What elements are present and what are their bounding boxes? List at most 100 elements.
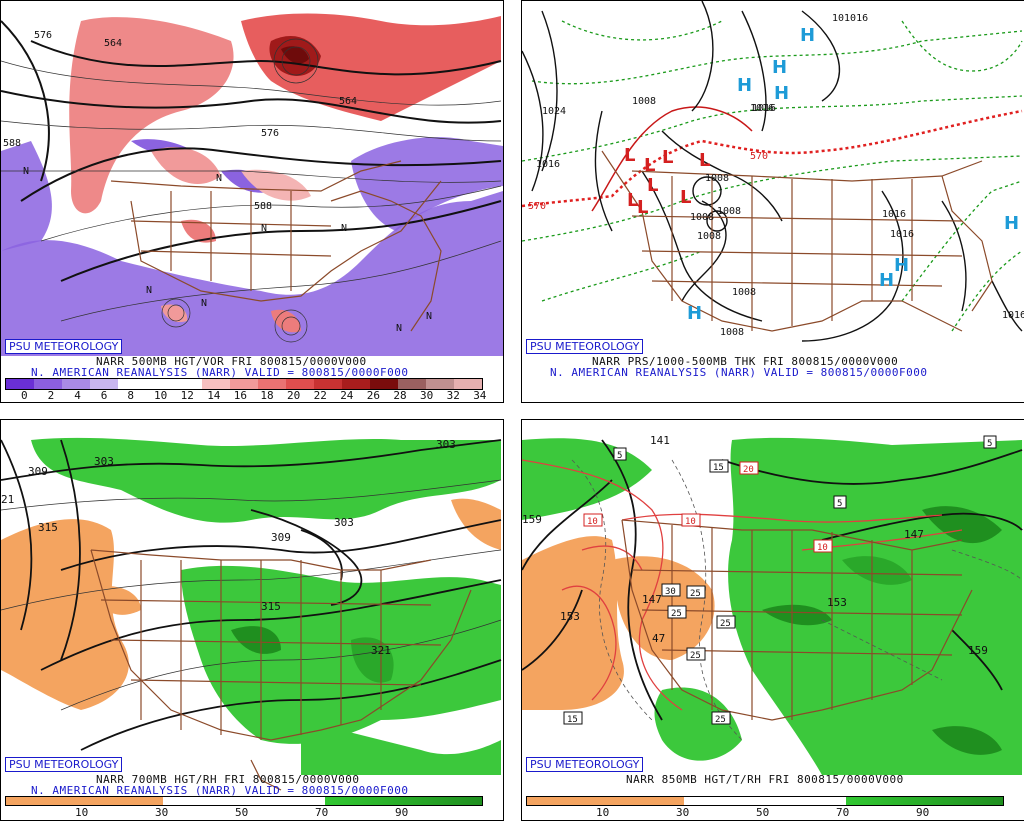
rh-colorbar	[5, 796, 483, 806]
panel-700mb-rh: 309 303 303 315 309 303 315 321 21 PSU M…	[0, 419, 504, 821]
svg-text:30: 30	[665, 587, 676, 597]
svg-text:10: 10	[817, 543, 828, 553]
colorbar-tick-label: 90	[395, 806, 409, 819]
colorbar-tick-label: 28	[393, 389, 407, 402]
isobar-label: 1008	[717, 206, 741, 217]
map-pressure: 1024 1016 1008 1016 1008 1008 1008 1008 …	[522, 1, 1024, 342]
colorbar-swatch	[370, 379, 398, 389]
panel-500mb-vorticity: 576 564 564 576 588 588 N N N N N N N N …	[0, 0, 504, 403]
map-700mb: 309 303 303 315 309 303 315 321 21	[1, 437, 502, 791]
low-pressure-marker: L	[680, 187, 691, 208]
colorbar-swatch	[62, 379, 90, 389]
caption-line1: NARR 500MB HGT/VOR FRI 800815/0000V000	[96, 355, 367, 368]
height-label: 315	[38, 521, 58, 534]
height-label: 147	[904, 528, 924, 541]
height-label: 47	[652, 632, 665, 645]
isobar-label: 1008	[705, 173, 729, 184]
temperature-box-label: 25	[716, 615, 736, 629]
colorbar-tick-label: 10	[596, 806, 610, 819]
colorbar-tick-label: 10	[75, 806, 89, 819]
colorbar-tick-label: 8	[127, 389, 135, 402]
colorbar-tick-label: 18	[260, 389, 274, 402]
height-label: 303	[94, 455, 114, 468]
colorbar-swatch	[342, 379, 370, 389]
colorbar-tick-label: 24	[340, 389, 354, 402]
vorticity-min-marker: N	[146, 285, 152, 296]
high-pressure-marker: H	[894, 255, 909, 276]
colorbar-swatch	[146, 379, 174, 389]
height-label: 321	[371, 644, 391, 657]
colorbar-tick-label: 70	[836, 806, 850, 819]
colorbar-tick-label: 32	[446, 389, 460, 402]
panel-pressure-thickness: 1024 1016 1008 1016 1008 1008 1008 1008 …	[521, 0, 1024, 403]
isobar-label: 1008	[690, 212, 714, 223]
rh-colorbar-ticks: 10 30 50 70 90	[526, 806, 1002, 819]
map-850mb: 141 159 153 147 153 159 147 47 5 15 5 5 30 25…	[522, 434, 1023, 775]
low-pressure-marker: L	[644, 155, 655, 176]
colorbar-swatch	[34, 379, 62, 389]
colorbar-tick-label: 16	[233, 389, 248, 402]
height-label: 303	[334, 516, 354, 529]
colorbar-swatch	[6, 379, 34, 389]
isobar-label: 1008	[720, 327, 744, 338]
caption-line2: N. AMERICAN REANALYSIS (NARR) VALID = 80…	[31, 366, 409, 379]
colorbar-tick-label: 4	[74, 389, 81, 402]
low-pressure-marker: L	[662, 147, 673, 168]
svg-text:5: 5	[837, 499, 842, 509]
colorbar-swatch	[286, 379, 314, 389]
vorticity-colorbar	[5, 378, 483, 390]
colorbar-tick-label: 50	[756, 806, 770, 819]
isobar-label: 1016	[536, 159, 560, 170]
colorbar-tick-label: 22	[313, 389, 327, 402]
high-pressure-marker: H	[800, 25, 815, 46]
psu-badge: PSU METEOROLOGY	[526, 339, 644, 354]
colorbar-tick-label: 2	[47, 389, 55, 402]
height-label: 159	[522, 513, 542, 526]
temperature-box-label: 10	[681, 513, 701, 527]
contour-label: 576	[34, 30, 52, 41]
caption-line2: N. AMERICAN REANALYSIS (NARR) VALID = 80…	[31, 784, 409, 797]
contour-label: 588	[254, 201, 272, 212]
colorbar-swatch	[314, 379, 342, 389]
vorticity-min-marker: N	[216, 173, 222, 184]
svg-text:25: 25	[720, 619, 731, 629]
height-label: 153	[827, 596, 847, 609]
colorbar-tick-label: 20	[287, 389, 301, 402]
thickness-label: 570	[750, 151, 768, 162]
svg-text:25: 25	[715, 715, 726, 725]
temperature-box-label: 25	[711, 711, 731, 725]
colorbar-tick-label: 90	[916, 806, 930, 819]
colorbar-swatch	[202, 379, 230, 389]
colorbar-tick-label: 26	[366, 389, 381, 402]
contour-label: 588	[3, 138, 21, 149]
colorbar-swatch	[118, 379, 146, 389]
colorbar-swatch	[230, 379, 258, 389]
isobar-label: 1016	[890, 229, 914, 240]
isobar-label: 1008	[732, 287, 756, 298]
colorbar-swatch	[398, 379, 426, 389]
colorbar-tick-label: 70	[315, 806, 329, 819]
svg-text:25: 25	[690, 589, 701, 599]
vorticity-min-marker: N	[23, 166, 29, 177]
caption-line1: NARR 850MB HGT/T/RH FRI 800815/0000V000	[626, 773, 904, 786]
temperature-box-label: 5	[833, 495, 847, 509]
height-label: 315	[261, 600, 281, 613]
high-pressure-marker: H	[879, 270, 894, 291]
vorticity-min-marker: N	[341, 223, 347, 234]
colorbar-tick-label: 10	[154, 389, 168, 402]
height-label: 153	[560, 610, 580, 623]
temperature-box-label: 15	[563, 711, 583, 725]
rh-colorbar-ticks: 10 30 50 70 90	[5, 806, 481, 819]
height-label: 303	[436, 438, 456, 451]
temperature-box-label: 5	[613, 447, 627, 461]
high-pressure-marker: H	[1004, 213, 1019, 234]
temperature-box-label: 25	[667, 605, 687, 619]
colorbar-swatch	[90, 379, 118, 389]
high-pressure-marker: H	[687, 303, 702, 324]
high-pressure-marker: H	[772, 57, 787, 78]
low-pressure-marker: L	[627, 190, 638, 211]
caption-line1: NARR PRS/1000-500MB THK FRI 800815/0000V…	[592, 355, 899, 368]
psu-badge: PSU METEOROLOGY	[526, 757, 644, 772]
contour-label: 564	[339, 96, 357, 107]
temperature-box-label: 10	[583, 513, 603, 527]
